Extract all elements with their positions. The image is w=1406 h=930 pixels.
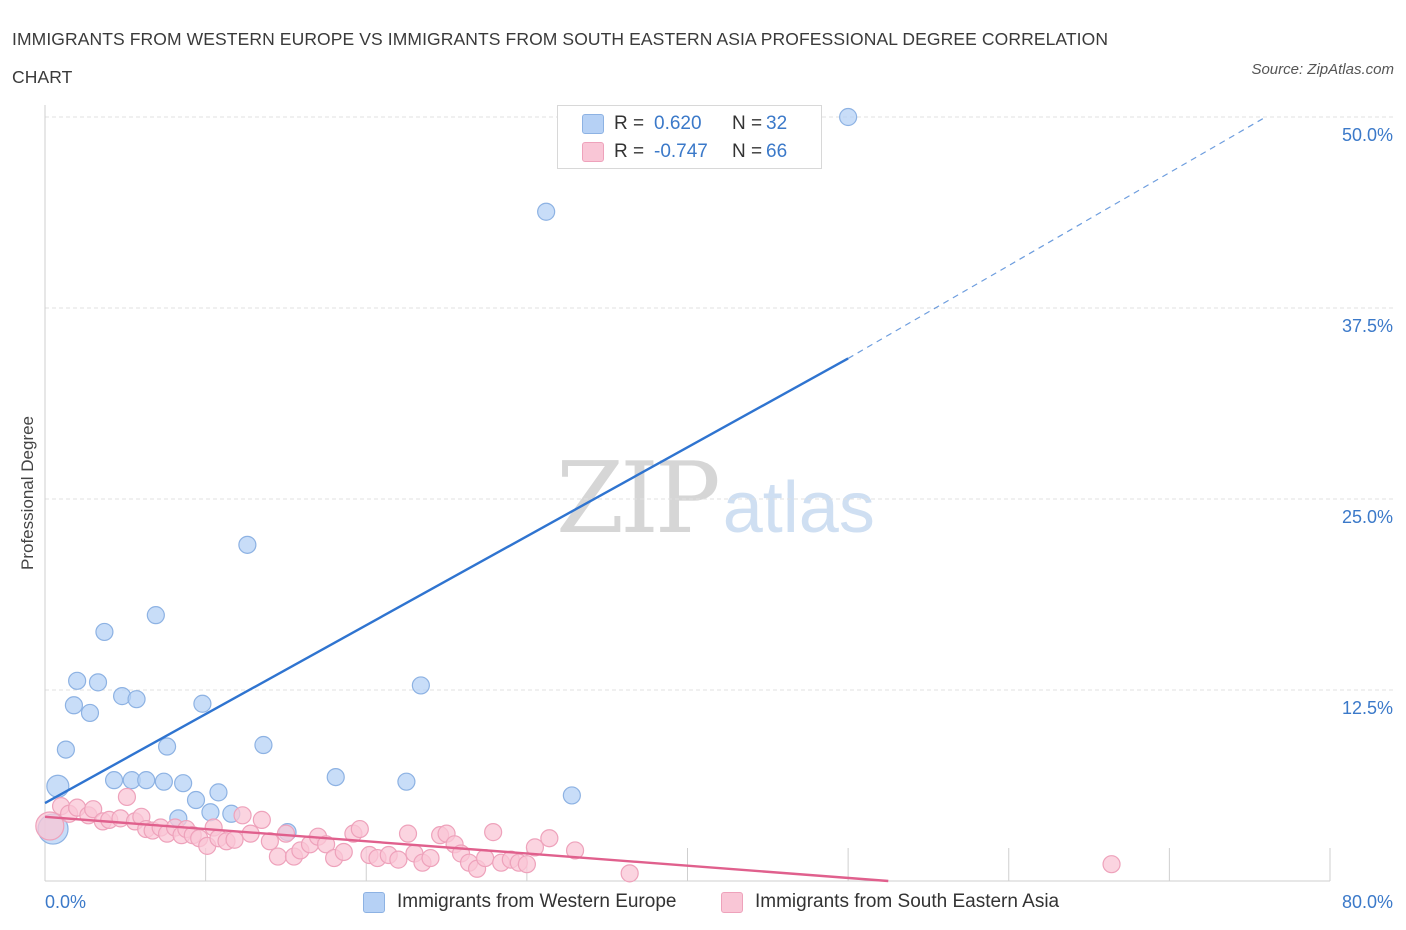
legend-r-label: R = (614, 141, 645, 162)
legend-r-value: -0.747 (654, 141, 708, 162)
watermark-atlas: atlas (722, 468, 875, 548)
point-western-europe (137, 771, 156, 790)
point-western-europe (254, 735, 273, 755)
point-western-europe (146, 606, 165, 625)
point-western-europe (56, 740, 75, 759)
point-western-europe (537, 202, 556, 221)
point-western-europe (157, 737, 177, 756)
point-western-europe (193, 694, 212, 713)
point-south-eastern-asia (398, 824, 418, 843)
point-south-eastern-asia (476, 848, 495, 868)
trendline-western-europe-extension (847, 116, 1267, 359)
point-south-eastern-asia (620, 864, 639, 883)
legend-n-value: 32 (766, 113, 788, 134)
point-south-eastern-asia (517, 855, 536, 874)
correlation-legend: R = 0.620 N = 32 R = -0.747 N = 66 (557, 105, 822, 169)
legend-n-label: N = (732, 113, 763, 134)
point-south-eastern-asia (565, 841, 585, 860)
point-south-eastern-asia (84, 800, 103, 819)
point-south-eastern-asia (117, 787, 137, 807)
point-western-europe (95, 622, 114, 642)
point-south-eastern-asia (1102, 855, 1121, 874)
point-western-europe (326, 767, 345, 787)
source-label: Source: ZipAtlas.com (1251, 61, 1394, 78)
point-south-eastern-asia (389, 850, 408, 869)
bottom-legend-label: Immigrants from Western Europe (397, 891, 677, 912)
point-western-europe (88, 673, 108, 692)
watermark: ZIPatlas (556, 442, 875, 556)
legend-n-value: 66 (766, 141, 788, 162)
legend-r-label: R = (614, 113, 645, 134)
y-tick-label: 12.5% (1342, 698, 1393, 718)
point-western-europe (209, 783, 228, 802)
x-tick-label-min: 0.0% (45, 892, 86, 912)
y-tick-label: 50.0% (1342, 125, 1393, 145)
point-south-eastern-asia (225, 830, 244, 849)
legend-r-value: 0.620 (654, 113, 702, 134)
point-western-europe (104, 771, 124, 790)
point-western-europe (186, 790, 206, 810)
bottom-legend-swatch-pink (721, 891, 743, 913)
point-western-europe (174, 774, 193, 793)
point-western-europe (397, 772, 416, 791)
trendline-south-eastern-asia (44, 815, 889, 883)
point-south-eastern-asia (35, 811, 65, 841)
point-western-europe (411, 676, 430, 695)
point-western-europe (201, 803, 220, 822)
legend-row-south-eastern-asia: R = -0.747 N = 66 (582, 139, 787, 165)
bottom-legend-label: Immigrants from South Eastern Asia (755, 891, 1060, 912)
point-western-europe (839, 107, 858, 127)
point-south-eastern-asia (525, 838, 545, 857)
point-south-eastern-asia (268, 847, 288, 866)
watermark-zip: ZIP (556, 442, 721, 556)
bottom-legend-swatch-blue (363, 891, 385, 913)
point-south-eastern-asia (316, 835, 336, 854)
point-south-eastern-asia (334, 842, 353, 862)
point-south-eastern-asia (484, 823, 503, 842)
point-western-europe (46, 774, 70, 798)
x-tick-label-max: 80.0% (1342, 892, 1393, 912)
legend-row-western-europe: R = 0.620 N = 32 (582, 111, 787, 137)
point-western-europe (64, 696, 84, 715)
point-western-europe (238, 535, 257, 554)
point-south-eastern-asia (252, 810, 271, 829)
bottom-legend-western-europe: Immigrants from Western Europe (363, 889, 676, 915)
trendline-western-europe (44, 357, 849, 805)
point-western-europe (154, 772, 173, 791)
point-western-europe (68, 671, 87, 690)
legend-swatch-blue (582, 114, 604, 134)
point-western-europe (80, 703, 100, 723)
legend-n-label: N = (732, 141, 763, 162)
point-south-eastern-asia (350, 819, 369, 839)
legend-swatch-pink (582, 142, 604, 162)
point-south-eastern-asia (540, 829, 559, 848)
point-western-europe (127, 690, 146, 709)
chart-title: IMMIGRANTS FROM WESTERN EUROPE VS IMMIGR… (12, 29, 1109, 87)
point-south-eastern-asia (421, 848, 440, 868)
point-south-eastern-asia (233, 806, 252, 825)
bottom-legend-south-eastern-asia: Immigrants from South Eastern Asia (721, 889, 1059, 915)
point-western-europe (562, 786, 581, 805)
y-tick-label: 25.0% (1342, 507, 1393, 527)
y-tick-label: 37.5% (1342, 316, 1393, 336)
